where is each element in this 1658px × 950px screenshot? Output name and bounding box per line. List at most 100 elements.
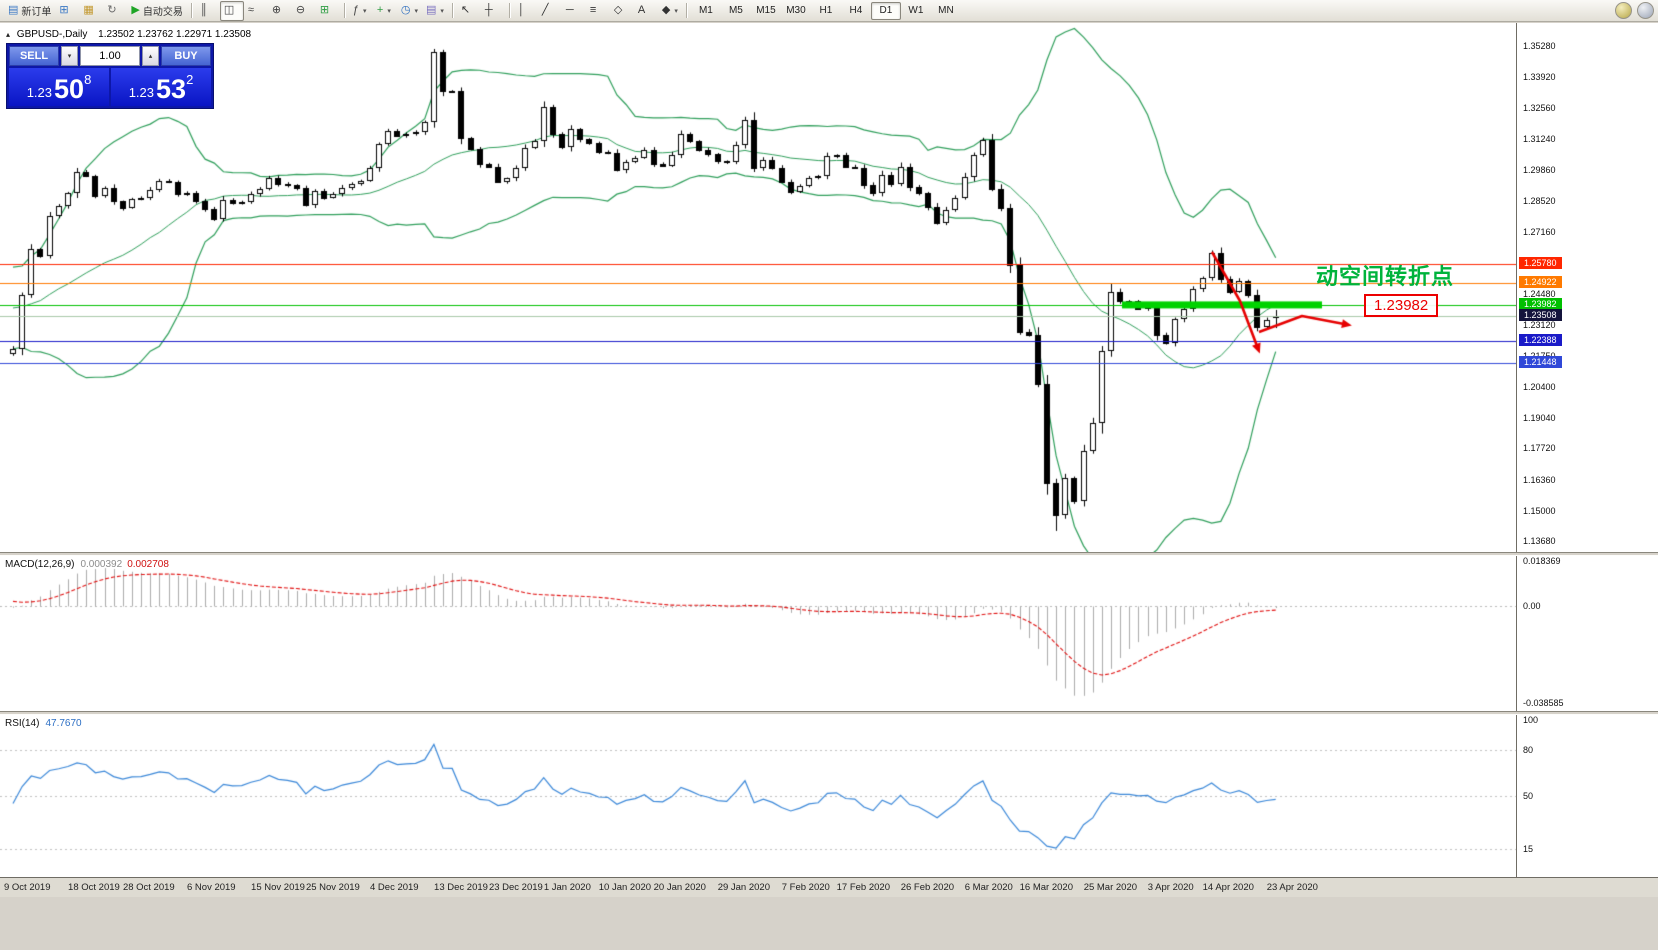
panel-splitter[interactable] xyxy=(0,552,1658,556)
timeframe-w1-button[interactable]: W1 xyxy=(908,5,924,16)
date-label: 23 Apr 2020 xyxy=(1266,882,1318,893)
bar-chart-button[interactable]: ║ xyxy=(196,1,220,21)
timeframe-m15-button[interactable]: M15 xyxy=(756,5,776,16)
trendline-button[interactable]: ╱ xyxy=(538,1,562,21)
toolbar-separator xyxy=(508,3,510,18)
templates-button[interactable]: ▤ ▾ xyxy=(422,1,448,21)
volume-input[interactable] xyxy=(80,46,140,66)
timeframe-m1-button[interactable]: M1 xyxy=(698,5,713,16)
crosshair-button[interactable]: ┼ xyxy=(481,1,505,21)
date-label: 26 Feb 2020 xyxy=(900,882,955,893)
macd-canvas[interactable] xyxy=(0,556,1516,711)
toolbar-separator xyxy=(343,3,345,18)
sell-button[interactable]: SELL xyxy=(9,46,59,66)
rsi-axis-tick: 80 xyxy=(1523,745,1534,756)
channel-button[interactable]: ≡ xyxy=(586,1,610,21)
timeframe-m5-button[interactable]: M5 xyxy=(728,5,743,16)
price-callout[interactable]: 1.23982 xyxy=(1364,294,1439,317)
price-tick: 1.35280 xyxy=(1523,41,1556,51)
tile-windows-button[interactable]: ⊞ xyxy=(316,1,340,21)
autotrade-button[interactable]: ▶ 自动交易 xyxy=(127,1,186,21)
vertical-line-button[interactable]: │ xyxy=(514,1,538,21)
volume-decrease-button[interactable]: ▾ xyxy=(61,46,78,66)
sell-price-big: 50 xyxy=(54,74,85,104)
macd-axis-max: 0.018369 xyxy=(1523,556,1561,566)
timeframe-h1-button[interactable]: H1 xyxy=(819,5,833,16)
main-chart-canvas[interactable] xyxy=(0,23,1516,552)
date-label: 28 Oct 2019 xyxy=(122,882,175,893)
timeframe-m30-button[interactable]: M30 xyxy=(786,5,806,16)
periods-button[interactable]: ◷ ▾ xyxy=(397,1,422,21)
sell-price[interactable]: 1.23 50 8 xyxy=(9,68,109,106)
chevron-down-icon: ▾ xyxy=(363,7,367,15)
date-label: 13 Dec 2019 xyxy=(434,882,488,893)
price-tick: 1.29860 xyxy=(1523,165,1556,176)
price-level-tag: 1.22388 xyxy=(1519,334,1562,347)
buy-price[interactable]: 1.23 53 2 xyxy=(111,68,211,106)
timeframe-toolbar: M1 M5 M15 M30 H1 H4 D1 W1 MN xyxy=(691,1,961,20)
new-order-button[interactable]: ▤ 新订单 xyxy=(4,1,55,21)
zoom-out-button[interactable]: ⊖ xyxy=(292,1,316,21)
profiles-icon: ▦ xyxy=(83,4,94,16)
open-chart-icon: ⊞ xyxy=(59,4,69,16)
toolbar-buttons: ▤ 新订单 ⊞ ▦ ↻ ▶ 自动交易 ║ ◫ ≈ ⊕ ⊖ ⊞ ƒ ▾ + ▾ ◷ ▾ ▤ ▾ ↖ ┼ │ ╱ ─ ≡ ◇ A ◆ ▾ xyxy=(4,0,691,21)
chevron-down-icon: ▾ xyxy=(674,7,678,15)
macd-label: MACD(12,26,9) 0.000392 0.002708 xyxy=(5,559,169,570)
rsi-label: RSI(14) 47.7670 xyxy=(5,718,82,729)
candle-chart-button[interactable]: ◫ xyxy=(219,0,244,21)
timeframe-mn-button[interactable]: MN xyxy=(938,5,954,16)
sell-price-pip: 8 xyxy=(84,72,92,87)
shapes-icon: ◆ xyxy=(661,4,671,16)
line-chart-icon: ≈ xyxy=(247,4,254,16)
rsi-canvas[interactable] xyxy=(0,715,1516,877)
panel-splitter[interactable] xyxy=(0,711,1658,715)
price-level-tag: 1.21448 xyxy=(1519,355,1562,368)
cursor-icon: ↖ xyxy=(460,4,471,16)
price-tick: 1.28520 xyxy=(1523,195,1556,206)
toolbar-right xyxy=(1610,2,1654,19)
date-label: 16 Mar 2020 xyxy=(1019,882,1073,893)
add-indicator-icon: + xyxy=(376,4,384,16)
timeframe-d1-button[interactable]: D1 xyxy=(870,1,901,20)
date-label: 6 Mar 2020 xyxy=(964,882,1013,893)
rsi-axis-tick: 50 xyxy=(1523,791,1534,801)
pivot-annotation[interactable]: 动空间转折点 xyxy=(1316,264,1455,289)
price-tick: 1.19040 xyxy=(1523,413,1556,424)
profiles-button[interactable]: ▦ xyxy=(79,1,103,21)
fibonacci-button[interactable]: ◇ xyxy=(610,1,634,21)
refresh-button[interactable]: ↻ xyxy=(103,1,127,21)
indicators-button[interactable]: ƒ ▾ xyxy=(349,1,373,21)
macd-signal-value: 0.002708 xyxy=(127,559,169,570)
shapes-button[interactable]: ◆ ▾ xyxy=(658,1,682,21)
sell-price-prefix: 1.23 xyxy=(26,85,53,100)
zoom-in-button[interactable]: ⊕ xyxy=(268,1,292,21)
macd-axis: 0.018369 0.00 -0.038585 xyxy=(1516,556,1658,711)
community-button[interactable] xyxy=(1615,2,1632,19)
time-axis: 9 Oct 2019 18 Oct 2019 28 Oct 2019 6 Nov 20… xyxy=(0,877,1658,897)
price-tick: 1.27160 xyxy=(1523,227,1556,238)
horizontal-line-button[interactable]: ─ xyxy=(562,1,586,21)
open-chart-button[interactable]: ⊞ xyxy=(55,1,79,21)
main-chart-panel: ▴ GBPUSD-,Daily 1.23502 1.23762 1.22971 … xyxy=(0,23,1658,552)
current-price-tag: 1.23508 xyxy=(1519,308,1562,321)
buy-price-big: 53 xyxy=(156,74,187,104)
rsi-value: 47.7670 xyxy=(45,718,82,729)
timeframe-h4-button[interactable]: H4 xyxy=(849,5,863,16)
add-indicator-button[interactable]: + ▾ xyxy=(373,1,397,21)
date-label: 4 Dec 2019 xyxy=(370,882,419,893)
macd-panel: MACD(12,26,9) 0.000392 0.002708 0.018369 0.… xyxy=(0,556,1658,711)
cursor-button[interactable]: ↖ xyxy=(457,1,481,21)
price-tick: 1.13680 xyxy=(1523,536,1556,546)
text-button[interactable]: A xyxy=(634,1,658,21)
buy-button[interactable]: BUY xyxy=(161,46,211,66)
horizontal-line-icon: ─ xyxy=(565,4,574,16)
macd-axis-min: -0.038585 xyxy=(1523,698,1564,708)
volume-increase-button[interactable]: ▴ xyxy=(142,46,159,66)
toolbar-separator xyxy=(685,3,687,18)
date-label: 25 Mar 2020 xyxy=(1083,882,1138,893)
price-axis: 1.35280 1.33920 1.32560 1.31240 1.29860 1.285… xyxy=(1516,23,1658,552)
crosshair-icon: ┼ xyxy=(484,4,493,16)
collapse-icon[interactable]: ▴ xyxy=(6,30,11,39)
news-button[interactable] xyxy=(1637,2,1654,19)
line-chart-button[interactable]: ≈ xyxy=(244,1,268,21)
